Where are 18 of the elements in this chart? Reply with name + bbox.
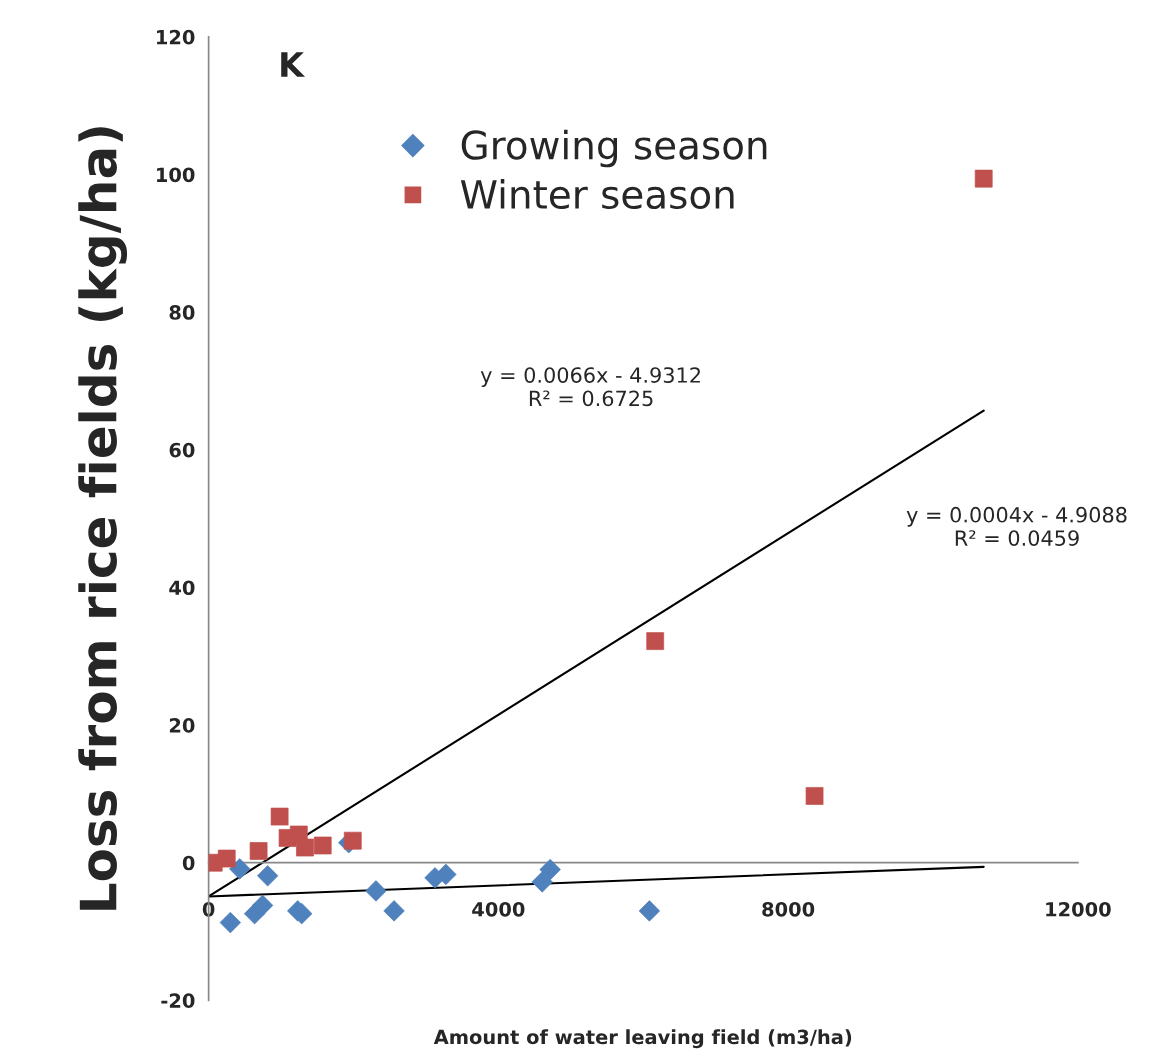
y-tick-label: -20 [161, 993, 195, 1009]
y-tick-label: 60 [169, 442, 195, 458]
x-tick-label: 4000 [472, 901, 525, 917]
y-tick-label: 40 [169, 580, 195, 596]
annotation: y = 0.0066x - 4.9312 R² = 0.6725 [480, 367, 700, 407]
y-tick-label: 120 [157, 29, 195, 45]
x-axis-title: Amount of water leaving field (m3/ha) [433, 1029, 852, 1049]
y-tick-label: 20 [169, 718, 195, 733]
y-tick-label: 100 [157, 167, 195, 183]
chart-title: K [281, 52, 305, 77]
legend-label: Winter season [460, 178, 734, 210]
legend-label: Growing season [461, 129, 767, 168]
annotation: y = 0.0004x - 4.9088 R² = 0.0459 [906, 506, 1127, 546]
x-tick-label: 12000 [1046, 901, 1111, 917]
y-axis-title: Loss from rice fields (kg/ha) [78, 127, 128, 910]
y-tick-label: 0 [182, 855, 195, 871]
y-tick-label: 80 [169, 305, 195, 320]
x-tick-label: 8000 [762, 901, 815, 917]
